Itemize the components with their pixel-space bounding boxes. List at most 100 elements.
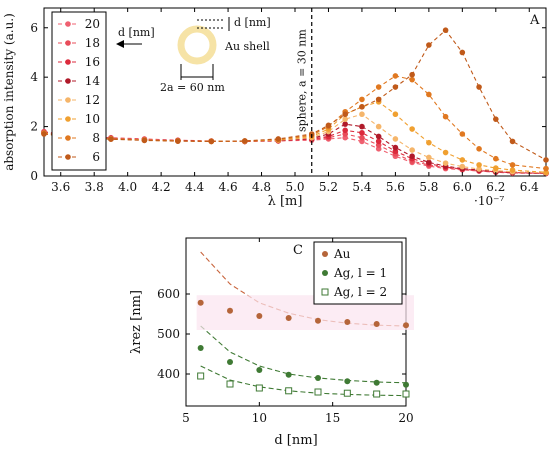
top-data-point-8 [442, 113, 449, 120]
bottom-x-ticks: 5 10 15 20 [182, 238, 414, 425]
top-data-point-8 [375, 84, 382, 90]
bottom-point-ag-l1 [197, 345, 204, 351]
top-data-point-6 [208, 138, 215, 145]
bottom-legend-marker [322, 251, 328, 257]
bottom-point-au [197, 299, 204, 306]
top-series-line-12 [43, 113, 547, 174]
top-x-axis-label: λ [m] [268, 194, 303, 209]
top-x-tick-label: 6.2 [486, 180, 505, 194]
diameter-label: 2a = 60 nm [160, 81, 225, 94]
top-data-point-8 [359, 96, 365, 103]
top-legend-box [51, 11, 107, 171]
top-data-point-14 [375, 133, 382, 140]
bottom-point-au [373, 321, 380, 327]
top-data-point-12 [409, 147, 415, 153]
top-data-point-8 [426, 91, 432, 98]
top-data-point-12 [459, 163, 466, 170]
sphere-reference-label: sphere, a = 30 nm [296, 29, 309, 132]
legend-marker-20 [65, 21, 71, 27]
bottom-legend-box [313, 241, 403, 305]
top-y-tick-label: 2 [30, 120, 38, 134]
top-series-line-18 [43, 131, 547, 175]
top-data-point-8 [476, 146, 482, 152]
top-series-line-6 [43, 29, 547, 161]
top-data-point-14 [342, 121, 349, 127]
top-data-point-10 [442, 149, 449, 156]
top-data-point-10 [476, 162, 482, 168]
top-data-point-6 [392, 84, 399, 90]
shell-thickness-label-left: d [nm] [118, 26, 155, 39]
legend-label-10: 10 [85, 112, 100, 126]
bottom-point-ag-l2 [285, 387, 293, 395]
legend-marker-12 [65, 97, 71, 103]
top-x-tick-label: 5.2 [319, 180, 338, 194]
top-data-point-18 [359, 134, 365, 141]
legend-label-20: 20 [85, 17, 100, 31]
top-y-tick-label: 0 [30, 169, 38, 183]
top-legend: 20 18 16 14 12 10 8 6 [51, 11, 107, 171]
top-data-point-6 [375, 96, 382, 103]
bottom-legend-label: Ag, l = 2 [333, 285, 387, 299]
bottom-point-ag-l2 [343, 389, 351, 397]
bottom-point-au [285, 315, 292, 321]
top-x-tick-label: 4.8 [252, 180, 271, 194]
top-data-point-10 [493, 165, 499, 171]
top-data-point-12 [359, 111, 365, 118]
top-y-axis-label: absorption intensity (a.u.) [2, 13, 16, 171]
top-data-point-12 [426, 154, 432, 161]
bottom-x-tick-label: 10 [252, 411, 267, 425]
top-x-tick-label: 5.0 [285, 180, 304, 194]
top-data-point-8 [509, 162, 516, 168]
top-data-point-6 [493, 116, 499, 122]
top-x-tick-label: 4.0 [118, 180, 137, 194]
legend-marker-8 [65, 135, 71, 141]
top-y-tick-label: 4 [30, 70, 38, 84]
bottom-legend-label: Au [333, 247, 351, 261]
legend-label-14: 14 [85, 74, 101, 88]
bottom-point-au [227, 307, 233, 314]
legend-label-6: 6 [92, 150, 100, 164]
top-series-line-20 [43, 130, 547, 175]
top-x-scale-label: ·10⁻⁷ [474, 194, 504, 208]
top-data-point-6 [409, 71, 415, 78]
bottom-y-axis-label: λrez [nm] [129, 290, 144, 354]
top-data-point-8 [493, 155, 499, 162]
top-data-point-14 [409, 153, 415, 160]
bottom-x-tick-label: 15 [325, 411, 340, 425]
top-x-tick-label: 3.6 [51, 180, 70, 194]
top-data-point-14 [426, 159, 432, 166]
top-data-point-16 [359, 129, 365, 136]
top-x-tick-label: 6.4 [520, 180, 539, 194]
legend-label-16: 16 [85, 55, 100, 69]
legend-marker-16 [65, 59, 71, 65]
top-data-point-6 [509, 138, 516, 145]
dimension-brackets [180, 17, 230, 80]
legend-marker-14 [65, 78, 71, 84]
top-data-point-6 [108, 136, 114, 142]
bottom-point-ag-l2 [314, 388, 322, 396]
bottom-y-tick-label: 500 [157, 327, 180, 341]
panel-label-c: C [293, 243, 303, 258]
top-data-point-12 [342, 116, 349, 122]
top-data-point-10 [509, 167, 516, 173]
legend-marker-18 [65, 40, 71, 46]
shell-thickness-label-right: d [nm] [234, 16, 271, 29]
au-shell-ring-icon [177, 25, 217, 65]
bottom-y-tick-label: 400 [157, 367, 180, 381]
bottom-point-au [315, 317, 321, 324]
top-data-point-10 [409, 126, 415, 132]
bottom-point-ag-l1 [285, 371, 292, 378]
bottom-point-ag-l2 [402, 390, 410, 398]
bottom-point-ag-l1 [315, 375, 321, 381]
top-chart: sphere, a = 30 nm 3.6 3.8 4.0 4.2 4.4 4.6 4.8 5… [2, 7, 549, 209]
bottom-point-ag-l1 [403, 381, 409, 388]
bottom-point-au [403, 322, 409, 329]
legend-marker-6 [65, 154, 71, 160]
legend-label-8: 8 [92, 131, 100, 145]
top-data-point-6 [325, 122, 332, 129]
shell-schematic: d [nm] d [nm] Au shell 2a = 60 nm [116, 16, 271, 94]
bottom-series-group [197, 299, 410, 398]
bottom-point-ag-l1 [256, 367, 263, 373]
bottom-point-ag-l1 [227, 359, 233, 365]
fit-curve-2 [200, 365, 407, 397]
